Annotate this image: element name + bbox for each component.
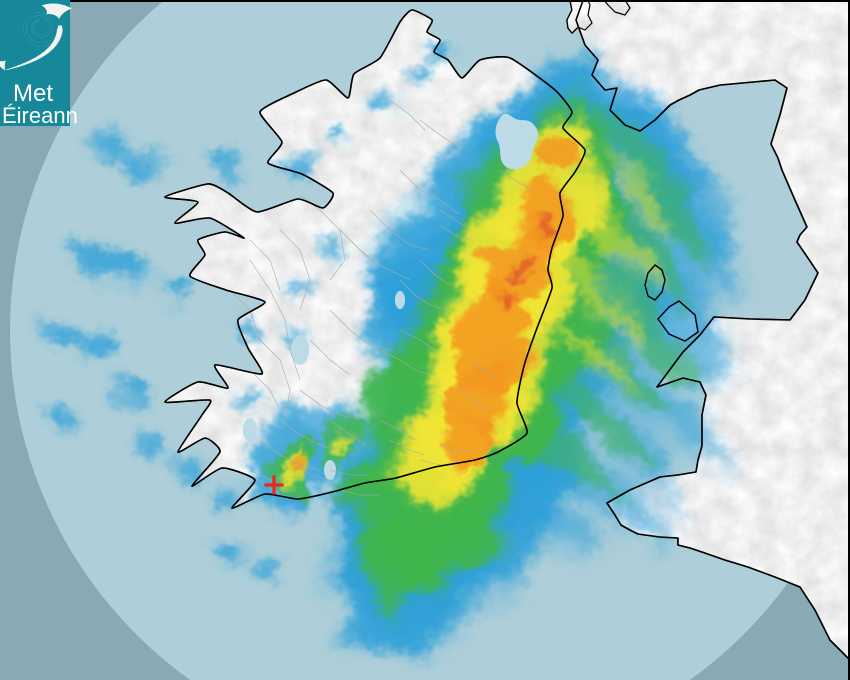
svg-text:Éireann: Éireann — [2, 103, 78, 128]
